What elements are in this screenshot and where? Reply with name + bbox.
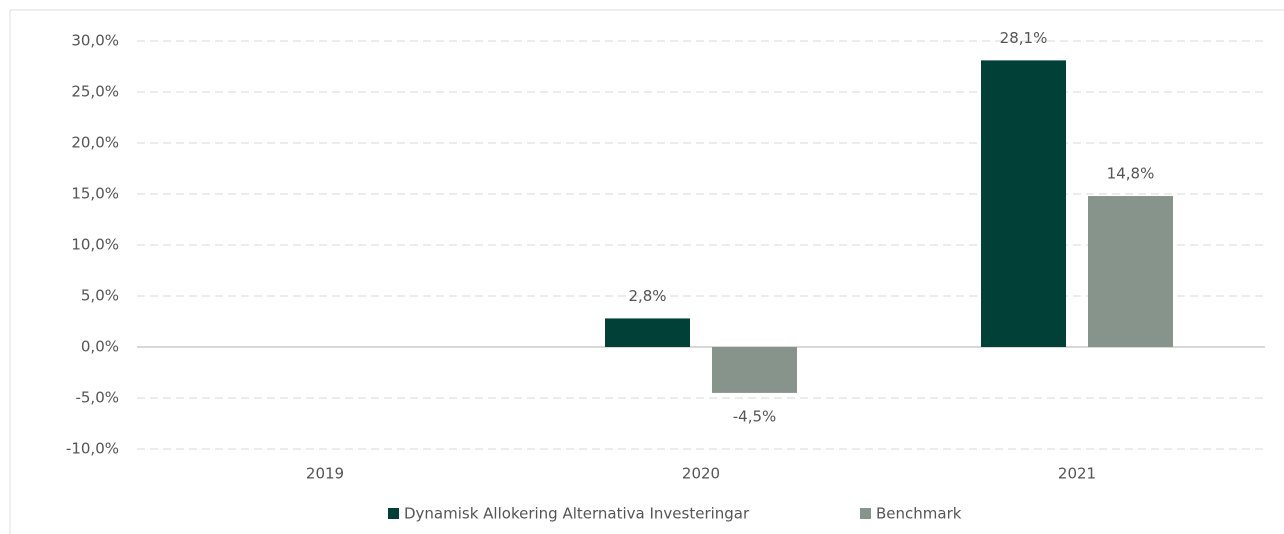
x-tick-label: 2020 — [682, 465, 720, 483]
y-tick-label: 20,0% — [71, 134, 119, 152]
y-tick-label: 25,0% — [71, 83, 119, 101]
value-label: -4,5% — [733, 407, 777, 425]
y-tick-label: -5,0% — [75, 389, 119, 407]
x-tick-label: 2021 — [1058, 465, 1096, 483]
y-tick-label: 5,0% — [81, 287, 119, 305]
bar — [981, 60, 1066, 347]
legend-swatch — [388, 508, 399, 519]
bar — [1088, 196, 1173, 347]
legend-swatch — [860, 508, 871, 519]
legend-label: Benchmark — [876, 505, 962, 523]
value-label: 2,8% — [628, 287, 666, 305]
bar — [712, 347, 797, 393]
y-tick-label: 10,0% — [71, 236, 119, 254]
bar — [605, 318, 690, 347]
value-label: 14,8% — [1107, 165, 1155, 183]
y-tick-label: -10,0% — [66, 440, 119, 458]
y-tick-label: 15,0% — [71, 185, 119, 203]
value-label: 28,1% — [1000, 29, 1048, 47]
legend-label: Dynamisk Allokering Alternativa Invester… — [404, 505, 750, 523]
y-tick-label: 0,0% — [81, 338, 119, 356]
y-tick-label: 30,0% — [71, 32, 119, 50]
x-tick-label: 2019 — [306, 465, 344, 483]
